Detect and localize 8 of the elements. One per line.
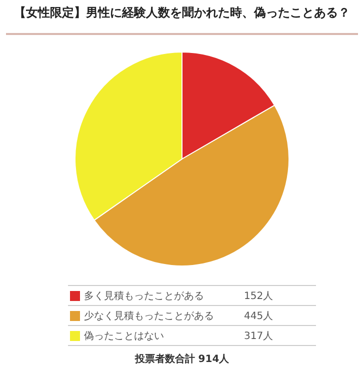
text: 投票者数合計 914人 [134,352,230,366]
legend-label: 少なく見積もったことがある [84,310,214,322]
legend-label: 多く見積もったことがある [84,290,204,302]
data-label: 317人 [242,326,316,346]
data-label: 152人 [242,286,316,306]
data-label: 445人 [242,306,316,326]
chart-title: 【女性限定】男性に経験人数を聞かれた時、偽ったことある？ [14,6,350,20]
legend-label: 偽ったことはない [84,330,164,342]
